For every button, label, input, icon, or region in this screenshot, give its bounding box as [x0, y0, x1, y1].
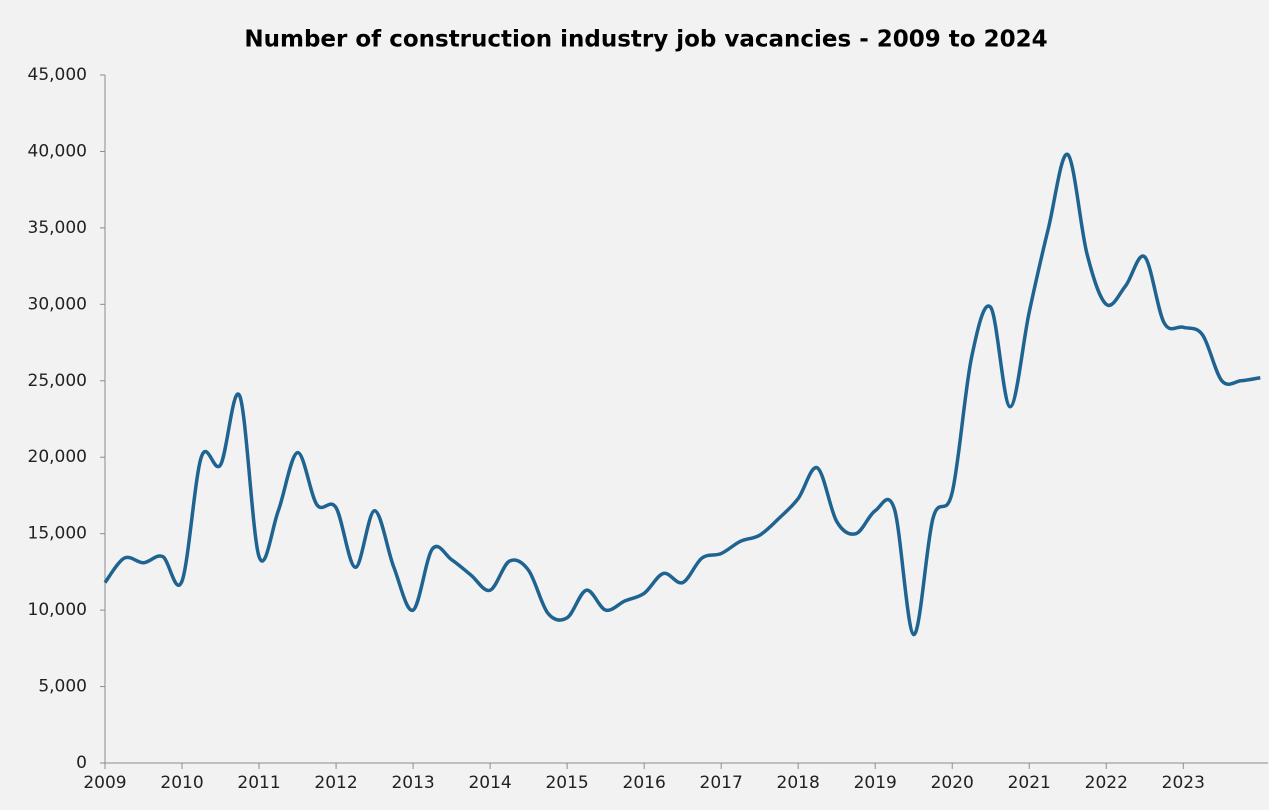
y-tick-label: 5,000: [38, 677, 87, 697]
x-tick-label: 2018: [777, 773, 820, 793]
x-tick-label: 2015: [545, 773, 588, 793]
x-tick-label: 2013: [391, 773, 434, 793]
x-tick-label: 2017: [700, 773, 743, 793]
x-tick-label: 2022: [1085, 773, 1128, 793]
y-tick-label: 15,000: [28, 524, 87, 544]
x-tick-label: 2011: [237, 773, 280, 793]
y-tick-label: 0: [76, 753, 87, 773]
y-tick-label: 20,000: [28, 447, 87, 467]
x-tick-label: 2014: [468, 773, 511, 793]
y-tick-label: 25,000: [28, 371, 87, 391]
x-tick-label: 2021: [1008, 773, 1051, 793]
chart-title: Number of construction industry job vaca…: [244, 27, 1047, 53]
x-tick-label: 2016: [623, 773, 666, 793]
y-tick-label: 10,000: [28, 600, 87, 620]
x-tick-label: 2023: [1162, 773, 1205, 793]
line-series: [103, 152, 1261, 637]
x-tick-label: 2009: [83, 773, 126, 793]
x-tick-label: 2019: [854, 773, 897, 793]
y-tick-label: 45,000: [28, 65, 87, 85]
x-tick-label: 2010: [160, 773, 203, 793]
y-tick-label: 40,000: [28, 141, 87, 161]
y-tick-label: 35,000: [28, 218, 87, 238]
x-tick-label: 2020: [931, 773, 974, 793]
x-tick-label: 2012: [314, 773, 357, 793]
y-tick-label: 30,000: [28, 294, 87, 314]
